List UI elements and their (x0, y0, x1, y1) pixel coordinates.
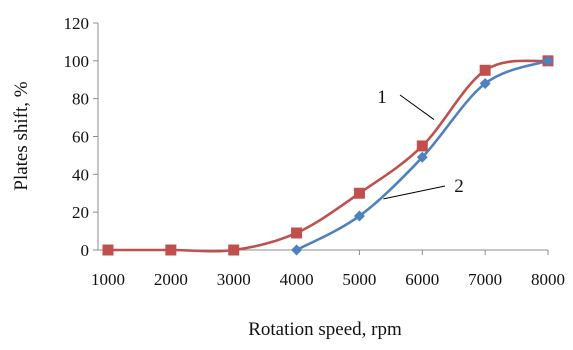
x-tick-label: 3000 (217, 270, 251, 289)
series-2-point (416, 151, 428, 163)
series-2-point (479, 78, 491, 90)
y-tick-label: 20 (72, 203, 89, 222)
series-line-1 (106, 59, 550, 253)
series-markers (102, 55, 554, 256)
series-1-point (228, 244, 240, 256)
y-tick-label: 120 (64, 14, 90, 33)
annotation-1-leader (399, 94, 435, 120)
series-lines (106, 59, 550, 253)
annotation-2-leader (383, 185, 446, 200)
x-tick-label: 1000 (91, 270, 125, 289)
series-2-point (291, 244, 303, 256)
x-axis-title: Rotation speed, rpm (248, 319, 402, 340)
annotation-1-label: 1 (377, 87, 387, 108)
series-1-point (479, 64, 491, 76)
series-2-point (353, 210, 365, 222)
annotation-2-label: 2 (454, 176, 464, 197)
series-1-point (416, 140, 428, 152)
x-tick-label: 2000 (154, 270, 188, 289)
series-1-point (291, 227, 303, 239)
y-tick-label: 0 (81, 241, 90, 260)
series-1-point (353, 187, 365, 199)
series-1-point (102, 244, 114, 256)
y-axis-title: Plates shift, % (11, 81, 32, 190)
x-tick-label: 8000 (531, 270, 565, 289)
y-tick-label: 80 (72, 90, 89, 109)
x-tick-label: 6000 (405, 270, 439, 289)
y-tick-label: 40 (72, 165, 89, 184)
x-tick-label: 4000 (280, 270, 314, 289)
y-tick-label: 60 (72, 128, 89, 147)
series-2-point (542, 55, 554, 67)
annotations: 12 (377, 87, 464, 200)
series-1-point (165, 244, 177, 256)
y-tick-label: 100 (64, 52, 90, 71)
x-tick-label: 7000 (468, 270, 502, 289)
x-tick-label: 5000 (342, 270, 376, 289)
tick-labels: 0 20 40 60 80 100 120 1000 2000 3000 4000 5000 6000 7… (64, 14, 566, 289)
